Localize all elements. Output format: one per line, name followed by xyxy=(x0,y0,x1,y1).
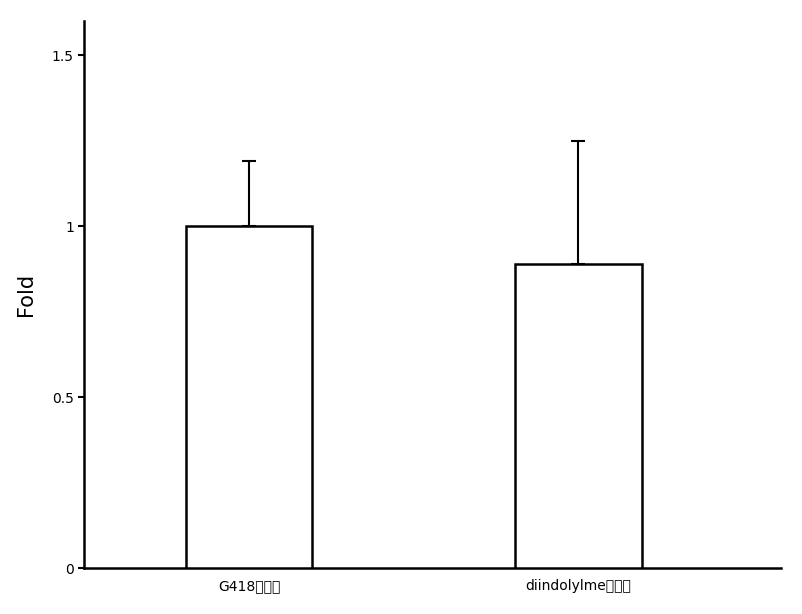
Bar xyxy=(515,263,642,568)
Y-axis label: Fold: Fold xyxy=(15,273,35,316)
Bar xyxy=(186,226,313,568)
